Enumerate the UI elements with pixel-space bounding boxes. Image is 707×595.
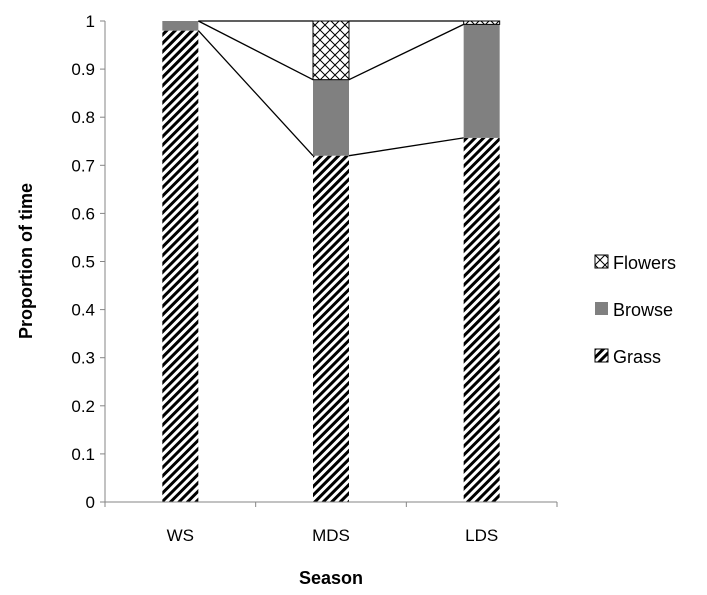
plot-area <box>162 20 501 503</box>
y-tick-label: 0.1 <box>71 445 95 464</box>
y-tick-label: 0.6 <box>71 204 95 223</box>
bar-grass-lds <box>463 137 500 502</box>
bar-browse-lds <box>463 24 500 138</box>
x-tick-label-lds: LDS <box>465 526 498 545</box>
legend-swatch-flowers <box>594 254 609 269</box>
y-tick-label: 0.8 <box>71 108 95 127</box>
series-line <box>348 23 464 81</box>
y-tick-label: 1 <box>86 12 95 31</box>
bar-grass-ws <box>162 30 199 503</box>
y-tick-label: 0.4 <box>71 301 95 320</box>
x-tick-label-mds: MDS <box>312 526 350 545</box>
legend-label-flowers: Flowers <box>613 253 676 273</box>
y-tick-label: 0.5 <box>71 253 95 272</box>
legend-label-browse: Browse <box>613 300 673 320</box>
bar-flowers-lds <box>463 20 501 25</box>
legend-swatch-grass <box>594 348 609 363</box>
legend: Flowers Browse Grass <box>594 253 676 367</box>
y-tick-label: 0.2 <box>71 397 95 416</box>
series-line <box>197 30 314 157</box>
bar-flowers-mds <box>312 20 350 81</box>
x-tick-label-ws: WS <box>167 526 194 545</box>
x-axis-title: Season <box>299 568 363 588</box>
series-line <box>348 137 464 157</box>
bar-browse-ws <box>162 21 199 31</box>
series-line <box>198 20 314 81</box>
axes: 0 0.1 0.2 0.3 0.4 0.5 0.6 0.7 0.8 0.9 1 WS MDS LDS <box>71 12 558 545</box>
y-tick-label: 0.7 <box>71 156 95 175</box>
y-axis-title: Proportion of time <box>16 183 36 339</box>
legend-label-grass: Grass <box>613 347 661 367</box>
legend-swatch-browse <box>595 302 608 315</box>
bar-browse-mds <box>313 79 349 156</box>
y-tick-label: 0.9 <box>71 60 95 79</box>
y-tick-label: 0.3 <box>71 349 95 368</box>
bar-grass-mds <box>313 155 349 502</box>
y-tick-label: 0 <box>86 493 95 512</box>
